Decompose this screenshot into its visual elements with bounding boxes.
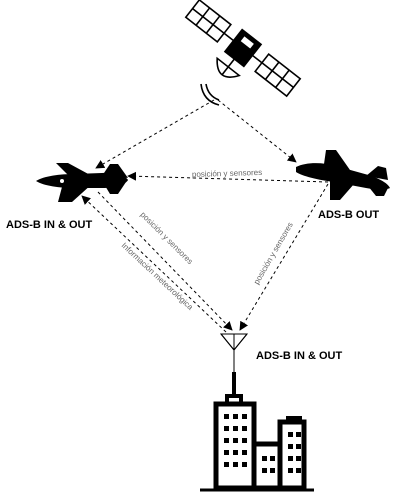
edge-label-right-to-antenna: posición y sensores (252, 221, 295, 286)
arrow-left-plane-to-antenna (97, 191, 233, 331)
airplane-right-icon (296, 150, 390, 200)
ground-station-label: ADS-B IN & OUT (256, 350, 343, 362)
airplane-left-icon (36, 163, 128, 202)
satellite-icon (184, 0, 302, 106)
edge-label-planes-link: posición y sensores (192, 168, 263, 179)
arrow-antenna-to-left-plane (81, 195, 227, 333)
arrow-satellite-to-left-plane (95, 99, 215, 169)
antenna-icon (219, 333, 249, 372)
building-icon (200, 372, 314, 492)
arrow-right-plane-to-antenna (239, 183, 329, 331)
arrow-satellite-to-right-plane (217, 99, 297, 163)
right-plane-label: ADS-B OUT (318, 209, 380, 221)
left-plane-label: ADS-B IN & OUT (6, 219, 93, 231)
